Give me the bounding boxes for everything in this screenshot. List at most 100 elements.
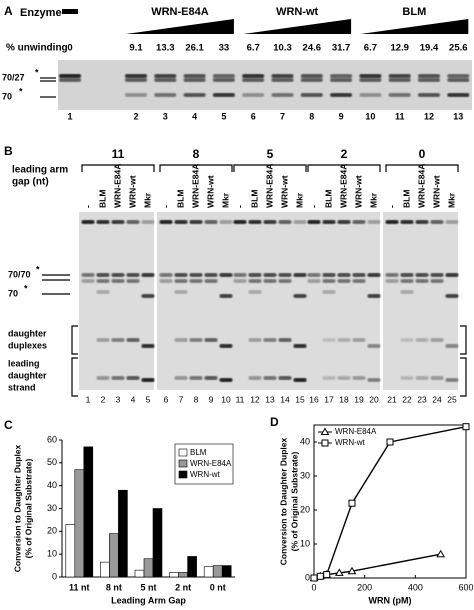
gel-band: [388, 93, 411, 97]
band-label: 70: [8, 288, 18, 298]
lane-number: 10: [365, 111, 375, 121]
gel-band: [367, 378, 381, 382]
unwinding-value: 26.1: [185, 43, 204, 54]
gel-band: [367, 220, 381, 224]
lane-number: 13: [265, 394, 275, 404]
gel-band: [359, 78, 382, 82]
lane-label: WRN-E84A: [264, 164, 274, 208]
gel-band: [248, 279, 262, 283]
lane-number: 6: [164, 394, 169, 404]
y-tick-label: 20: [300, 504, 310, 514]
gel: [58, 60, 472, 110]
gel-band: [141, 273, 155, 277]
gel-band: [126, 279, 140, 283]
gel-band: [212, 74, 235, 78]
lane-label: Mkr: [142, 192, 152, 208]
gel-band: [219, 378, 233, 382]
lane-number: 4: [131, 394, 136, 404]
gel-band: [400, 279, 414, 283]
gel-band: [81, 220, 95, 224]
x-axis-label: WRN (pM): [369, 595, 412, 605]
lane-label: -: [160, 205, 170, 208]
gel-band: [385, 220, 399, 224]
gel-band: [330, 74, 353, 78]
gel-band: [111, 279, 125, 283]
gel-band: [278, 220, 292, 224]
gap-value: 11: [112, 147, 125, 161]
lane-label: WRN-E84A: [338, 164, 348, 208]
gel-band: [367, 294, 381, 298]
gel-band: [400, 376, 414, 380]
gel-band: [430, 279, 444, 283]
gel-band: [159, 273, 173, 277]
lane-label: BLM: [249, 190, 259, 208]
gel-band: [141, 220, 155, 224]
legend-swatch: [178, 448, 188, 457]
band-label: 70/70: [8, 269, 31, 279]
gel-band: [174, 290, 188, 294]
y-axis-label: (% of Original Substrate): [23, 459, 33, 559]
gel-band: [322, 279, 336, 283]
bar: [203, 566, 214, 578]
gel-band: [322, 220, 336, 224]
gel-band: [307, 273, 321, 277]
gel-band: [447, 74, 470, 78]
gel-band: [219, 294, 233, 298]
lane-number: 5: [221, 111, 226, 121]
gel-band: [430, 338, 444, 342]
panel-letter: D: [270, 415, 279, 429]
gel-band: [400, 290, 414, 294]
legend-label: WRN-wt: [335, 438, 366, 447]
lane-number: 17: [324, 394, 334, 404]
x-tick-label: 2 nt: [175, 582, 191, 592]
gel-band: [189, 273, 203, 277]
gel-band: [219, 220, 233, 224]
lane-number: 6: [251, 111, 256, 121]
gel-band: [300, 93, 323, 97]
lane-number: 15: [295, 394, 305, 404]
y-tick-label: 60: [47, 434, 57, 444]
lane-number: 4: [192, 111, 197, 121]
legend-label: BLM: [190, 448, 207, 457]
gel-band: [189, 279, 203, 283]
lane-label: Mkr: [368, 192, 378, 208]
gel-band: [352, 279, 366, 283]
gel-band: [430, 273, 444, 277]
gap-value: 5: [267, 147, 274, 161]
plot-frame: [313, 424, 467, 579]
gel-band: [293, 294, 307, 298]
gel-band: [263, 220, 277, 224]
gel-band: [204, 338, 218, 342]
gel-band: [263, 279, 277, 283]
bar: [118, 489, 128, 578]
gel-band: [300, 74, 323, 78]
gel-band: [330, 78, 353, 82]
point: [348, 499, 356, 507]
gel-band: [337, 279, 351, 283]
gel-band: [183, 74, 206, 78]
gel-band: [111, 338, 125, 342]
gap-value: 8: [193, 147, 200, 161]
lane-number: 25: [447, 394, 457, 404]
gel-band: [141, 344, 155, 348]
x-tick-label: 8 nt: [106, 582, 122, 592]
enzyme-label: Enzyme: [20, 7, 62, 19]
gel-band: [415, 376, 429, 380]
gel-band: [293, 220, 307, 224]
lane-label: WRN-E84A: [112, 164, 122, 208]
gel: [305, 212, 380, 390]
bar: [187, 556, 197, 578]
gel-band: [125, 74, 147, 78]
gel-band: [430, 220, 444, 224]
x-tick-label: 11 nt: [69, 582, 90, 592]
gel-band: [159, 220, 173, 224]
gel-band: [154, 93, 177, 97]
gel-band: [278, 279, 292, 283]
lane-number: 7: [280, 111, 285, 121]
gel-band: [96, 376, 110, 380]
legend-label: WRN-E84A: [335, 427, 377, 436]
lane-number: 5: [146, 394, 151, 404]
gel-band: [204, 220, 218, 224]
gel-band: [415, 273, 429, 277]
gel-band: [219, 273, 233, 277]
